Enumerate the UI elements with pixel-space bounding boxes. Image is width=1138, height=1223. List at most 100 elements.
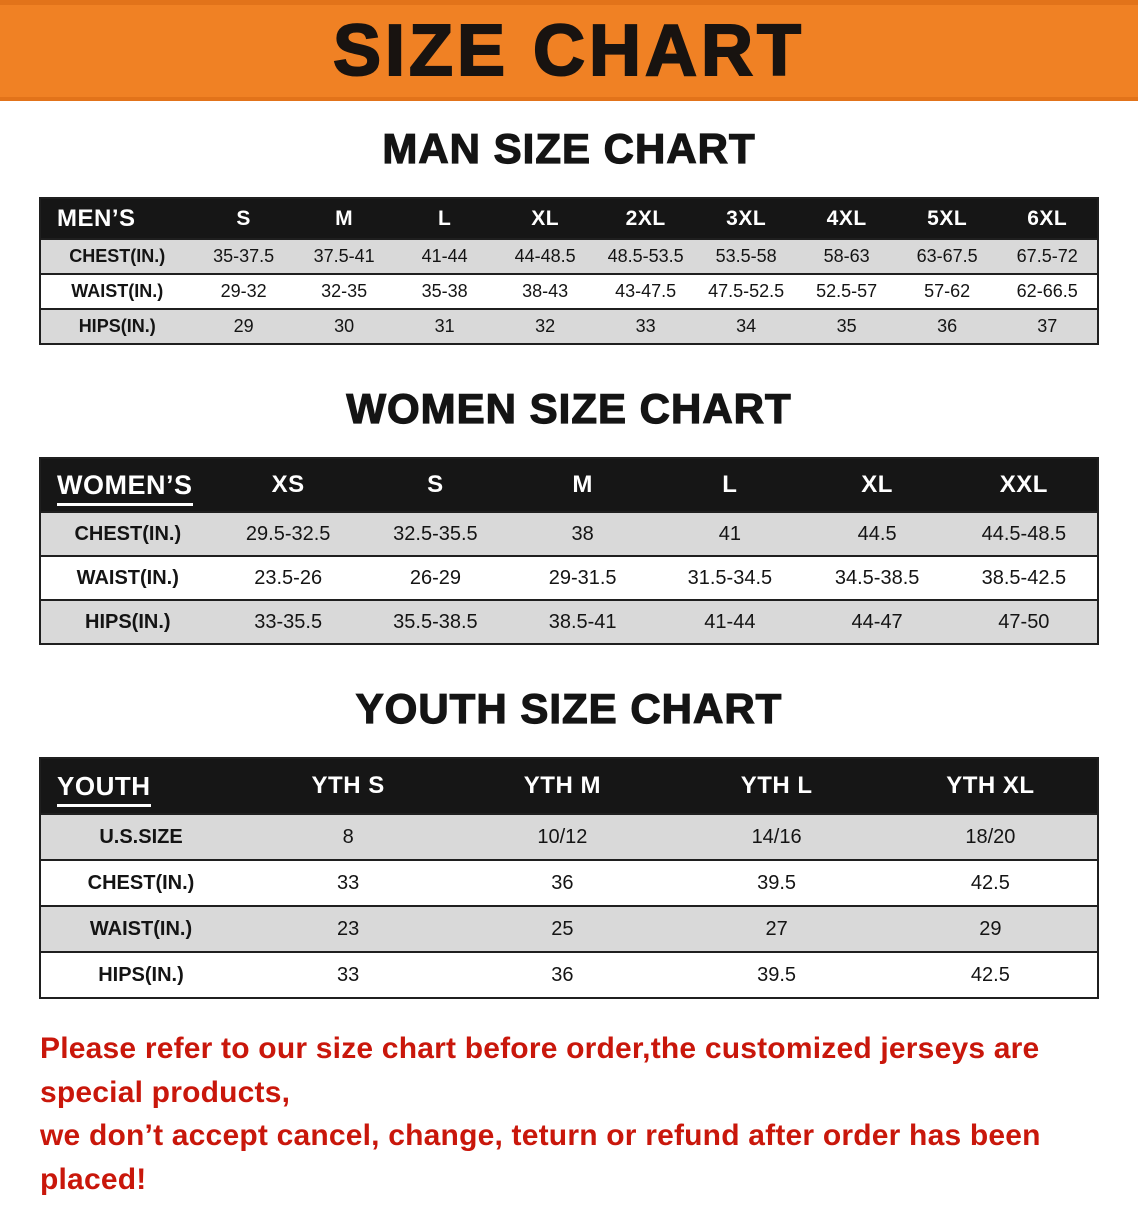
notice-line-2: we don’t accept cancel, change, teturn o…	[40, 1119, 1041, 1196]
men-size-column-header: 6XL	[997, 198, 1098, 239]
size-value: 41-44	[394, 238, 495, 274]
youth-measure-row: HIPS(IN.) 33 36 39.5 42.5	[40, 951, 1098, 998]
men-table-title: MEN’S	[40, 198, 194, 239]
men-size-chart-section: MAN SIZE CHART MEN’S S M L XL 2XL 3XL 4XL 5XL 6XL C…	[0, 124, 1138, 345]
men-size-column-header: L	[394, 198, 495, 239]
size-value: 44.5-48.5	[950, 511, 1098, 556]
header-label: XXL	[999, 471, 1048, 498]
size-value: 58-63	[796, 238, 897, 274]
women-size-table: WOMEN’S XS S M L XL XXL CHEST(IN.) 29.5-32.5 32.5…	[39, 457, 1099, 645]
youth-measure-row: CHEST(IN.) 33 36 39.5 42.5	[40, 859, 1098, 906]
size-value: 29-31.5	[509, 555, 657, 600]
size-value: 23	[241, 905, 456, 952]
size-value: 38.5-42.5	[950, 555, 1098, 600]
header-label: WOMEN’S	[57, 469, 193, 506]
header-label: 5XL	[927, 206, 968, 230]
women-size-chart-section: WOMEN SIZE CHART WOMEN’S XS S M L XL XXL CHEST(I…	[0, 384, 1138, 645]
header-label: YTH XL	[946, 772, 1035, 799]
youth-size-column-header: YTH L	[669, 758, 884, 814]
men-size-column-header: M	[293, 198, 395, 239]
size-value: 41-44	[656, 599, 804, 644]
youth-size-chart-section: YOUTH SIZE CHART YOUTH YTH S YTH M YTH L YTH …	[0, 684, 1138, 999]
women-size-column-header: XS	[214, 458, 362, 512]
header-label: YTH S	[311, 772, 385, 799]
size-value: 29	[193, 308, 294, 344]
men-size-column-header: 3XL	[695, 198, 797, 239]
row-label: WAIST(IN.)	[40, 555, 215, 600]
size-value: 62-66.5	[997, 273, 1098, 309]
size-value: 36	[455, 951, 670, 998]
women-measure-row: WAIST(IN.) 23.5-26 26-29 29-31.5 31.5-34.5 34…	[40, 555, 1098, 600]
size-chart-sections: MAN SIZE CHART MEN’S S M L XL 2XL 3XL 4XL 5XL 6XL C…	[0, 124, 1138, 999]
size-value: 29-32	[193, 273, 294, 309]
men-size-column-header: 2XL	[595, 198, 696, 239]
row-label: WAIST(IN.)	[40, 905, 242, 952]
men-size-table: MEN’S S M L XL 2XL 3XL 4XL 5XL 6XL CHEST(IN.) 35-37…	[39, 197, 1099, 345]
size-value: 31.5-34.5	[656, 555, 804, 600]
size-value: 37.5-41	[293, 238, 395, 274]
row-label: CHEST(IN.)	[40, 238, 194, 274]
size-value: 43-47.5	[595, 273, 696, 309]
men-size-column-header: S	[193, 198, 294, 239]
header-label: M	[335, 206, 354, 230]
women-size-column-header: L	[656, 458, 804, 512]
header-label: L	[722, 471, 738, 498]
men-measure-row: WAIST(IN.) 29-32 32-35 35-38 38-43 43-47.5 47.…	[40, 273, 1098, 309]
women-size-column-header: S	[361, 458, 510, 512]
row-label: HIPS(IN.)	[40, 951, 242, 998]
men-size-column-header: 5XL	[896, 198, 998, 239]
men-size-column-header: 4XL	[796, 198, 897, 239]
header-label: YTH L	[740, 772, 813, 799]
size-value: 44-47	[803, 599, 951, 644]
men-measure-row: HIPS(IN.) 29 30 31 32 33 34 35 36 37	[40, 308, 1098, 344]
size-value: 39.5	[669, 859, 884, 906]
size-value: 36	[896, 308, 998, 344]
header-label: 4XL	[826, 206, 867, 230]
size-value: 47.5-52.5	[695, 273, 797, 309]
youth-size-table: YOUTH YTH S YTH M YTH L YTH XL U.S.SIZE 8 10/12…	[39, 757, 1099, 999]
row-label: HIPS(IN.)	[40, 308, 194, 344]
banner: SIZE CHART	[0, 0, 1138, 101]
youth-header-row: YOUTH YTH S YTH M YTH L YTH XL	[40, 758, 1098, 814]
row-label: CHEST(IN.)	[40, 859, 242, 906]
header-label: YOUTH	[57, 770, 151, 807]
youth-chart-heading: YOUTH SIZE CHART	[355, 684, 783, 732]
header-label: 6XL	[1027, 206, 1068, 230]
size-value: 33	[595, 308, 696, 344]
header-label: 3XL	[726, 206, 767, 230]
header-label: S	[236, 206, 251, 230]
size-value: 41	[656, 511, 804, 556]
size-value: 39.5	[669, 951, 884, 998]
size-value: 35-38	[394, 273, 495, 309]
row-label: CHEST(IN.)	[40, 511, 215, 556]
size-value: 35.5-38.5	[361, 599, 510, 644]
size-value: 44-48.5	[494, 238, 596, 274]
size-value: 30	[293, 308, 395, 344]
size-value: 10/12	[455, 813, 670, 860]
size-value: 53.5-58	[695, 238, 797, 274]
header-label: M	[572, 471, 593, 498]
size-value: 26-29	[361, 555, 510, 600]
women-table-title: WOMEN’S	[40, 458, 215, 512]
size-value: 25	[455, 905, 670, 952]
size-value: 48.5-53.5	[595, 238, 696, 274]
women-size-column-header: M	[509, 458, 657, 512]
header-label: XL	[861, 471, 893, 498]
notice-line-1: Please refer to our size chart before or…	[40, 1032, 1040, 1109]
size-value: 27	[669, 905, 884, 952]
header-label: S	[427, 471, 444, 498]
youth-size-column-header: YTH XL	[883, 758, 1098, 814]
size-value: 36	[455, 859, 670, 906]
size-value: 33	[241, 859, 456, 906]
youth-size-column-header: YTH S	[241, 758, 456, 814]
size-value: 33	[241, 951, 456, 998]
men-header-row: MEN’S S M L XL 2XL 3XL 4XL 5XL 6XL	[40, 198, 1098, 239]
size-value: 35-37.5	[193, 238, 294, 274]
youth-table-title: YOUTH	[40, 758, 242, 814]
women-measure-row: HIPS(IN.) 33-35.5 35.5-38.5 38.5-41 41-44 44-…	[40, 599, 1098, 644]
size-value: 38-43	[494, 273, 596, 309]
size-value: 38	[509, 511, 657, 556]
size-value: 23.5-26	[214, 555, 362, 600]
size-value: 38.5-41	[509, 599, 657, 644]
header-label: L	[437, 206, 452, 230]
